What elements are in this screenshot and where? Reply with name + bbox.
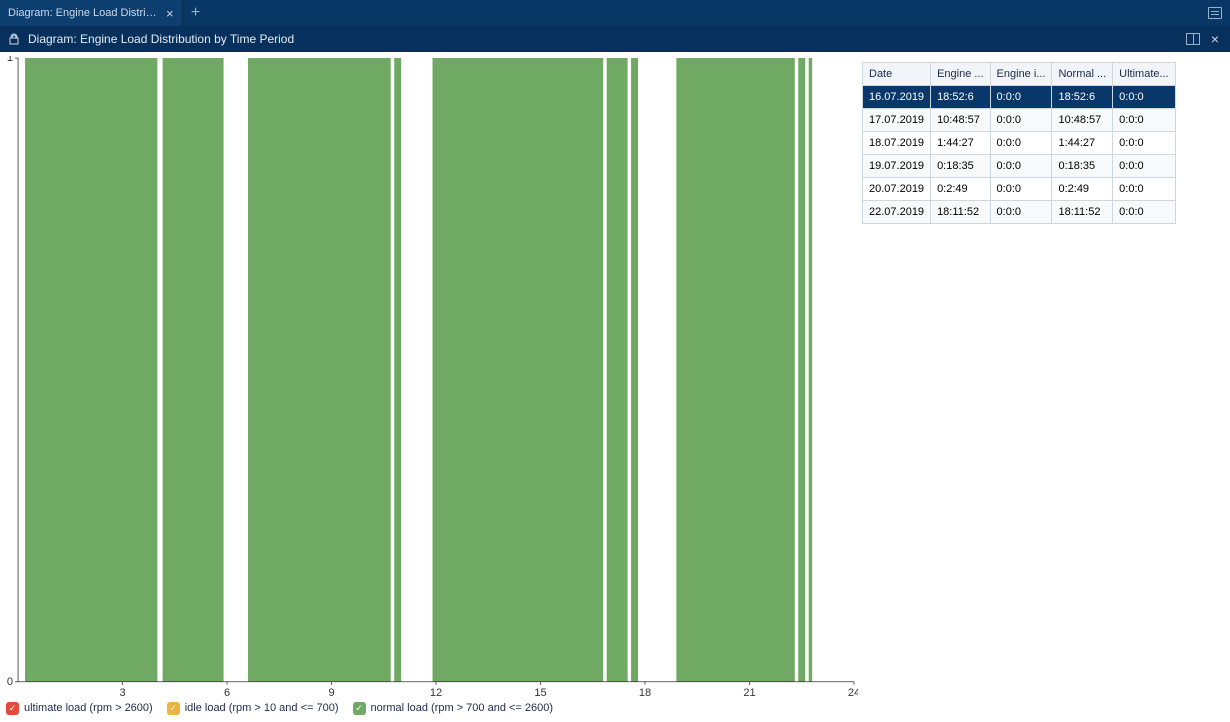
table-cell: 0:0:0 bbox=[1113, 86, 1175, 109]
table-cell: 18:11:52 bbox=[1052, 201, 1113, 223]
close-panel-icon[interactable]: × bbox=[1208, 33, 1222, 45]
table-row[interactable]: 18.07.20191:44:270:0:01:44:270:0:0 bbox=[863, 132, 1175, 155]
panel-header: Diagram: Engine Load Distribution by Tim… bbox=[0, 26, 1230, 52]
table-row[interactable]: 20.07.20190:2:490:0:00:2:490:0:0 bbox=[863, 178, 1175, 201]
table-row[interactable]: 17.07.201910:48:570:0:010:48:570:0:0 bbox=[863, 109, 1175, 132]
legend-label: ultimate load (rpm > 2600) bbox=[24, 702, 153, 714]
x-tick-label: 21 bbox=[743, 687, 755, 699]
y-tick-label: 1 bbox=[7, 56, 13, 64]
content: 0 1 3 6 9 12 15 18 21 24 DateEngine ...Engine i..… bbox=[0, 52, 1230, 722]
table-cell: 0:0:0 bbox=[991, 155, 1053, 178]
panel-options-icon[interactable] bbox=[1208, 7, 1222, 19]
table-cell: 0:2:49 bbox=[931, 178, 990, 201]
x-tick-label: 9 bbox=[328, 687, 334, 699]
table-cell: 1:44:27 bbox=[1052, 132, 1113, 155]
tab-diagram[interactable]: Diagram: Engine Load Distribution b... × bbox=[0, 0, 183, 26]
table-cell: 18.07.2019 bbox=[863, 132, 931, 155]
chart-bar bbox=[163, 58, 224, 682]
chart-bar bbox=[631, 58, 638, 682]
table-row[interactable]: 19.07.20190:18:350:0:00:18:350:0:0 bbox=[863, 155, 1175, 178]
chart-bar bbox=[248, 58, 391, 682]
table-cell: 0:18:35 bbox=[931, 155, 990, 178]
legend-swatch bbox=[353, 702, 366, 715]
chart-bar bbox=[798, 58, 805, 682]
chart-bar bbox=[607, 58, 628, 682]
table-cell: 0:0:0 bbox=[991, 201, 1053, 223]
legend-label: idle load (rpm > 10 and <= 700) bbox=[185, 702, 339, 714]
tab-label: Diagram: Engine Load Distribution b... bbox=[8, 7, 158, 19]
table-cell: 18:52:6 bbox=[1052, 86, 1113, 109]
x-tick-label: 24 bbox=[848, 687, 858, 699]
legend-item[interactable]: idle load (rpm > 10 and <= 700) bbox=[167, 702, 339, 715]
table-column-header[interactable]: Normal ... bbox=[1052, 63, 1113, 86]
table-cell: 17.07.2019 bbox=[863, 109, 931, 132]
table-column-header[interactable]: Engine ... bbox=[931, 63, 990, 86]
x-tick-label: 3 bbox=[119, 687, 125, 699]
table-cell: 16.07.2019 bbox=[863, 86, 931, 109]
table-cell: 0:2:49 bbox=[1052, 178, 1113, 201]
panel-title: Diagram: Engine Load Distribution by Tim… bbox=[28, 32, 294, 46]
unlock-icon[interactable] bbox=[8, 33, 20, 45]
chart-bar bbox=[394, 58, 401, 682]
chart-legend: ultimate load (rpm > 2600) idle load (rpm… bbox=[0, 700, 1230, 722]
x-tick-label: 15 bbox=[534, 687, 546, 699]
table-cell: 10:48:57 bbox=[931, 109, 990, 132]
table-cell: 18:52:6 bbox=[931, 86, 990, 109]
table-column-header[interactable]: Ultimate... bbox=[1113, 63, 1175, 86]
table-column-header[interactable]: Engine i... bbox=[991, 63, 1053, 86]
table-cell: 1:44:27 bbox=[931, 132, 990, 155]
chart-bar bbox=[433, 58, 604, 682]
close-tab-icon[interactable]: × bbox=[166, 7, 174, 20]
table-cell: 0:0:0 bbox=[1113, 155, 1175, 178]
table-cell: 0:0:0 bbox=[1113, 201, 1175, 223]
legend-swatch bbox=[167, 702, 180, 715]
table-cell: 0:0:0 bbox=[991, 86, 1053, 109]
table-cell: 22.07.2019 bbox=[863, 201, 931, 223]
chart-bar bbox=[25, 58, 157, 682]
table-cell: 0:18:35 bbox=[1052, 155, 1113, 178]
legend-swatch bbox=[6, 702, 19, 715]
table-cell: 18:11:52 bbox=[931, 201, 990, 223]
table-cell: 20.07.2019 bbox=[863, 178, 931, 201]
table-cell: 0:0:0 bbox=[1113, 132, 1175, 155]
x-tick-label: 12 bbox=[430, 687, 442, 699]
table-column-header[interactable]: Date bbox=[863, 63, 931, 86]
table-cell: 0:0:0 bbox=[1113, 109, 1175, 132]
data-table: DateEngine ...Engine i...Normal ...Ultim… bbox=[862, 62, 1176, 224]
tab-bar: Diagram: Engine Load Distribution b... ×… bbox=[0, 0, 1230, 26]
table-cell: 0:0:0 bbox=[1113, 178, 1175, 201]
table-cell: 19.07.2019 bbox=[863, 155, 931, 178]
x-tick-label: 6 bbox=[224, 687, 230, 699]
table-cell: 10:48:57 bbox=[1052, 109, 1113, 132]
chart-canvas: 0 1 3 6 9 12 15 18 21 24 bbox=[4, 56, 858, 700]
layout-split-icon[interactable] bbox=[1186, 33, 1200, 45]
chart-bar bbox=[676, 58, 794, 682]
x-tick-label: 18 bbox=[639, 687, 651, 699]
table-cell: 0:0:0 bbox=[991, 178, 1053, 201]
legend-item[interactable]: normal load (rpm > 700 and <= 2600) bbox=[353, 702, 554, 715]
add-tab-button[interactable]: + bbox=[183, 4, 209, 22]
table-row[interactable]: 22.07.201918:11:520:0:018:11:520:0:0 bbox=[863, 201, 1175, 223]
table-cell: 0:0:0 bbox=[991, 109, 1053, 132]
legend-label: normal load (rpm > 700 and <= 2600) bbox=[371, 702, 554, 714]
table-row[interactable]: 16.07.201918:52:60:0:018:52:60:0:0 bbox=[863, 86, 1175, 109]
table-cell: 0:0:0 bbox=[991, 132, 1053, 155]
legend-item[interactable]: ultimate load (rpm > 2600) bbox=[6, 702, 153, 715]
chart-bar bbox=[809, 58, 812, 682]
y-tick-label: 0 bbox=[7, 676, 13, 688]
chart-area: 0 1 3 6 9 12 15 18 21 24 bbox=[0, 52, 858, 700]
data-table-panel: DateEngine ...Engine i...Normal ...Ultim… bbox=[858, 52, 1230, 700]
